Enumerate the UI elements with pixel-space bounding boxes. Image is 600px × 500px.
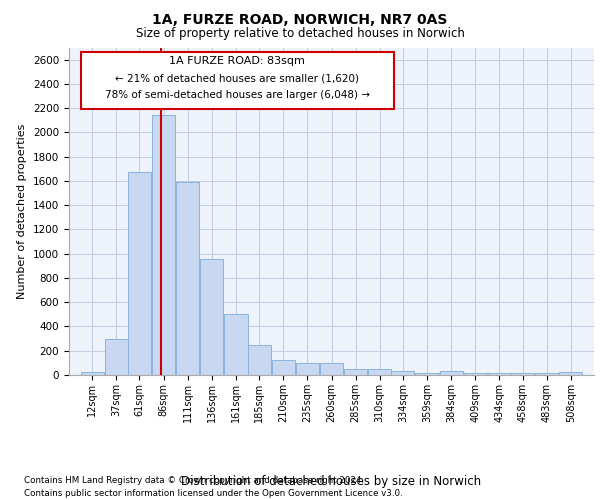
- Text: Contains HM Land Registry data © Crown copyright and database right 2024.: Contains HM Land Registry data © Crown c…: [24, 476, 364, 485]
- Bar: [391, 371, 415, 375]
- Bar: [200, 258, 223, 375]
- Text: 1A, FURZE ROAD, NORWICH, NR7 0AS: 1A, FURZE ROAD, NORWICH, NR7 0AS: [152, 12, 448, 26]
- Bar: [105, 338, 128, 375]
- Bar: [296, 363, 319, 375]
- Text: ← 21% of detached houses are smaller (1,620): ← 21% of detached houses are smaller (1,…: [115, 73, 359, 83]
- Text: 1A FURZE ROAD: 83sqm: 1A FURZE ROAD: 83sqm: [169, 56, 305, 66]
- Text: Contains public sector information licensed under the Open Government Licence v3: Contains public sector information licen…: [24, 489, 403, 498]
- Bar: [415, 372, 439, 375]
- Bar: [248, 344, 271, 375]
- FancyBboxPatch shape: [80, 52, 394, 109]
- Bar: [535, 372, 558, 375]
- Bar: [320, 364, 343, 375]
- Bar: [488, 372, 511, 375]
- Bar: [440, 372, 463, 375]
- Bar: [368, 369, 391, 375]
- Bar: [559, 372, 583, 375]
- Bar: [511, 372, 534, 375]
- Bar: [80, 372, 104, 375]
- X-axis label: Distribution of detached houses by size in Norwich: Distribution of detached houses by size …: [181, 475, 482, 488]
- Bar: [464, 372, 487, 375]
- Y-axis label: Number of detached properties: Number of detached properties: [17, 124, 28, 299]
- Text: Size of property relative to detached houses in Norwich: Size of property relative to detached ho…: [136, 28, 464, 40]
- Bar: [224, 314, 248, 375]
- Bar: [344, 369, 367, 375]
- Bar: [176, 182, 199, 375]
- Bar: [272, 360, 295, 375]
- Bar: [128, 172, 151, 375]
- Text: 78% of semi-detached houses are larger (6,048) →: 78% of semi-detached houses are larger (…: [105, 90, 370, 100]
- Bar: [152, 116, 175, 375]
